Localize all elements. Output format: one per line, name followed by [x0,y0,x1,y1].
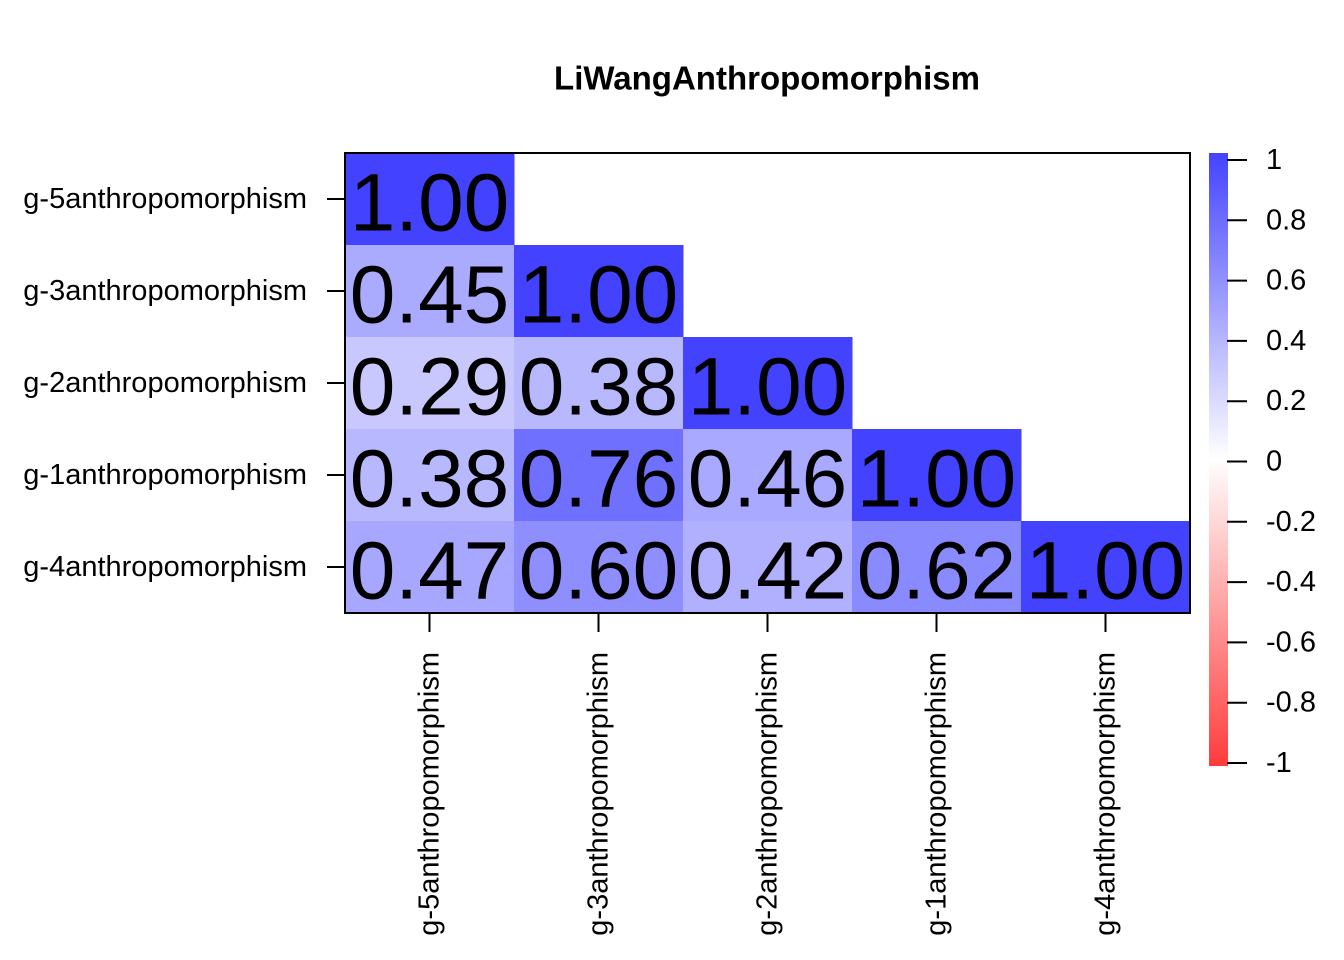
heatmap-cell [683,337,853,430]
cell-label: 1.00 [688,342,848,433]
x-tick-label: g-2anthropomorphism [752,652,784,936]
heatmap-cell [514,337,684,430]
y-tick-label: g-1anthropomorphism [23,459,307,491]
heatmap-cell [1021,521,1191,614]
cell-label: 0.46 [688,434,848,525]
x-tick-label: g-1anthropomorphism [921,652,953,936]
x-tick-label: g-5anthropomorphism [414,652,446,936]
color-bar-label: 0.2 [1266,385,1306,417]
cell-label: 0.60 [519,526,679,617]
heatmap-cell [345,521,515,614]
color-bar-label: -0.2 [1266,506,1316,538]
cell-label: 0.42 [688,526,848,617]
x-tick-label: g-4anthropomorphism [1090,652,1122,936]
cell-label: 0.38 [350,434,510,525]
color-bar [1209,153,1228,766]
cell-label: 0.38 [519,342,679,433]
y-tick-label: g-2anthropomorphism [23,367,307,399]
heatmap-cell [683,429,853,522]
y-tick-label: g-5anthropomorphism [23,183,307,215]
color-bar-label: 0 [1266,446,1282,478]
cell-label: 1.00 [1026,526,1186,617]
cell-label: 1.00 [519,250,679,341]
cell-label: 1.00 [857,434,1017,525]
heatmap-cell [345,429,515,522]
heatmap-cell [514,521,684,614]
cell-label: 0.76 [519,434,679,525]
color-bar-label: -0.8 [1266,687,1316,719]
color-bar-label: -1 [1266,747,1292,779]
color-bar-label: -0.4 [1266,566,1316,598]
cell-label: 0.29 [350,342,510,433]
heatmap-cell [852,429,1022,522]
y-tick-label: g-4anthropomorphism [23,551,307,583]
color-bar-label: 0.4 [1266,325,1306,357]
color-bar-label: -0.6 [1266,626,1316,658]
color-bar-label: 0.8 [1266,204,1306,236]
heatmap-cell [345,337,515,430]
y-tick-label: g-3anthropomorphism [23,275,307,307]
chart-title: LiWangAnthropomorphism [554,60,980,97]
color-bar-label: 1 [1266,144,1282,176]
heatmap-cell [514,245,684,338]
cell-label: 1.00 [350,158,510,249]
cell-label: 0.62 [857,526,1017,617]
cell-label: 0.47 [350,526,510,617]
x-tick-label: g-3anthropomorphism [583,652,615,936]
heatmap-cell [345,153,515,246]
heatmap-cell [683,521,853,614]
heatmap-cell [345,245,515,338]
heatmap-cell [514,429,684,522]
heatmap-cell [852,521,1022,614]
color-bar-label: 0.6 [1266,265,1306,297]
cell-label: 0.45 [350,250,510,341]
